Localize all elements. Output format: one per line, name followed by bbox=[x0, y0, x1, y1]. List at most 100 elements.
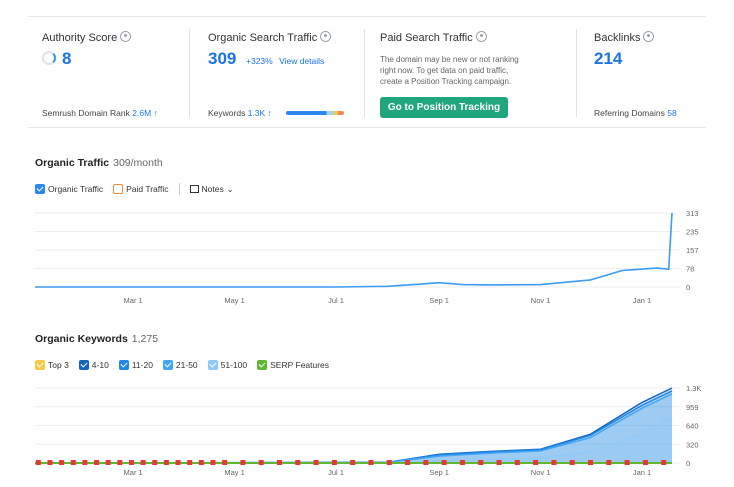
paid-traffic-title: Paid Search Traffic bbox=[380, 31, 487, 44]
event-flag-icon[interactable] bbox=[350, 460, 356, 465]
organic-keywords-section-title: Organic Keywords 1,275 bbox=[35, 333, 159, 345]
event-flag-icon[interactable] bbox=[588, 460, 594, 465]
checkbox-icon[interactable] bbox=[162, 360, 173, 370]
event-flag-icon[interactable] bbox=[569, 460, 575, 465]
event-flag-icon[interactable] bbox=[386, 460, 392, 465]
event-flag-icon[interactable] bbox=[459, 460, 465, 465]
organic-traffic-card: Organic Search Traffic 309 +323% View de… bbox=[208, 17, 368, 129]
divider bbox=[189, 29, 190, 117]
referring-domains-value[interactable]: 58 bbox=[667, 108, 677, 118]
event-flag-icon[interactable] bbox=[496, 460, 502, 465]
x-tick-label: May 1 bbox=[224, 296, 244, 305]
backlinks-value[interactable]: 214 bbox=[594, 49, 623, 68]
series-area-11-20 bbox=[35, 390, 672, 463]
checkbox-icon[interactable] bbox=[35, 360, 45, 370]
legend-top-3[interactable]: Top 3 bbox=[35, 360, 69, 370]
organic-traffic-change: +323% View details bbox=[246, 56, 325, 66]
event-flag-icon[interactable] bbox=[514, 460, 520, 465]
event-flag-icon[interactable] bbox=[82, 460, 88, 465]
event-flag-icon[interactable] bbox=[240, 460, 246, 465]
event-flag-icon[interactable] bbox=[35, 460, 41, 465]
keywords-stat: Keywords 1.3K ↑ bbox=[208, 108, 272, 118]
event-flag-icon[interactable] bbox=[276, 460, 282, 465]
paid-traffic-desc-3: create a Position Tracking campaign. bbox=[380, 77, 512, 86]
series-line-organic-traffic[interactable] bbox=[35, 212, 673, 288]
backlinks-card: Backlinks 214 Referring Domains 58 bbox=[594, 17, 704, 129]
legend-51-100[interactable]: 51-100 bbox=[207, 360, 247, 370]
checkbox-icon[interactable] bbox=[257, 360, 268, 370]
y-tick-label: 78 bbox=[686, 265, 694, 274]
legend-21-50[interactable]: 21-50 bbox=[162, 360, 198, 370]
keywords-legend: Top 3 4-10 11-20 21-50 51-100 SERP Featu… bbox=[35, 360, 339, 370]
checkbox-icon[interactable] bbox=[113, 184, 124, 194]
traffic-legend: Organic Traffic Paid Traffic Notes ⌄ bbox=[35, 183, 243, 195]
paid-traffic-desc-2: right now. To get data on paid traffic, bbox=[380, 66, 509, 75]
organic-traffic-chart: 313 235 157 78 0 Mar 1 May 1 Jul 1 Sep 1 Nov 1 Jan… bbox=[35, 209, 699, 305]
event-flag-icon[interactable] bbox=[163, 460, 169, 465]
notes-dropdown[interactable]: Notes ⌄ bbox=[189, 184, 233, 194]
event-flag-icon[interactable] bbox=[405, 460, 411, 465]
event-flag-icon[interactable] bbox=[313, 460, 319, 465]
info-icon[interactable] bbox=[320, 31, 332, 42]
event-flag-icon[interactable] bbox=[258, 460, 264, 465]
event-flag-icon[interactable] bbox=[441, 460, 447, 465]
info-icon[interactable] bbox=[120, 31, 132, 42]
event-flag-icon[interactable] bbox=[478, 460, 484, 465]
y-tick-label: 0 bbox=[686, 283, 690, 292]
event-flag-icon[interactable] bbox=[661, 460, 667, 465]
event-flag-icon[interactable] bbox=[368, 460, 374, 465]
event-flag-icon[interactable] bbox=[152, 460, 158, 465]
legend-organic-traffic[interactable]: Organic Traffic bbox=[35, 184, 103, 194]
x-tick-label: Mar 1 bbox=[124, 468, 143, 477]
event-flag-icon[interactable] bbox=[551, 460, 557, 465]
referring-domains: Referring Domains 58 bbox=[594, 108, 677, 118]
series-area-21-50 bbox=[35, 393, 672, 463]
event-flag-icon[interactable] bbox=[94, 460, 100, 465]
note-icon bbox=[189, 185, 199, 193]
authority-score-value: 8 bbox=[42, 49, 71, 69]
event-flag-icon[interactable] bbox=[105, 460, 111, 465]
event-flag-icon[interactable] bbox=[198, 460, 204, 465]
y-tick-label: 1.3K bbox=[686, 384, 701, 393]
event-flag-icon[interactable] bbox=[210, 460, 216, 465]
authority-score-title: Authority Score bbox=[42, 31, 132, 44]
keywords-value[interactable]: 1.3K ↑ bbox=[247, 108, 272, 118]
legend-11-20[interactable]: 11-20 bbox=[118, 360, 153, 370]
checkbox-icon[interactable] bbox=[207, 360, 218, 370]
checkbox-icon[interactable] bbox=[35, 184, 45, 194]
series-line-21-50[interactable] bbox=[34, 393, 673, 464]
info-icon[interactable] bbox=[643, 31, 655, 42]
event-flag-icon[interactable] bbox=[59, 460, 65, 465]
backlinks-title: Backlinks bbox=[594, 31, 655, 44]
event-flag-icon[interactable] bbox=[140, 460, 146, 465]
organic-traffic-title: Organic Search Traffic bbox=[208, 31, 332, 44]
checkbox-icon[interactable] bbox=[118, 360, 129, 370]
go-to-position-tracking-button[interactable]: Go to Position Tracking bbox=[380, 97, 508, 118]
view-details-link[interactable]: View details bbox=[279, 56, 325, 66]
event-flag-icon[interactable] bbox=[222, 460, 228, 465]
event-flag-icon[interactable] bbox=[624, 460, 630, 465]
event-flag-icon[interactable] bbox=[606, 460, 612, 465]
event-flag-icon[interactable] bbox=[423, 460, 429, 465]
organic-traffic-value[interactable]: 309 bbox=[208, 49, 237, 68]
x-tick-label: Jan 1 bbox=[633, 468, 651, 477]
event-flag-icon[interactable] bbox=[47, 460, 53, 465]
divider bbox=[178, 183, 180, 195]
info-icon[interactable] bbox=[475, 31, 487, 42]
event-flag-icon[interactable] bbox=[642, 460, 648, 465]
event-flag-icon[interactable] bbox=[187, 460, 193, 465]
legend-serp-features[interactable]: SERP Features bbox=[257, 360, 329, 370]
event-flag-icon[interactable] bbox=[295, 460, 301, 465]
event-flag-icon[interactable] bbox=[117, 460, 123, 465]
event-flag-icon[interactable] bbox=[331, 460, 337, 465]
x-tick-label: Sep 1 bbox=[429, 468, 449, 477]
event-flag-icon[interactable] bbox=[175, 460, 181, 465]
event-flag-icon[interactable] bbox=[533, 460, 539, 465]
event-flag-icon[interactable] bbox=[70, 460, 76, 465]
event-flag-icon[interactable] bbox=[128, 460, 134, 465]
legend-paid-traffic[interactable]: Paid Traffic bbox=[113, 184, 169, 194]
domain-rank-value[interactable]: 2.6M ↑ bbox=[132, 108, 158, 118]
legend-4-10[interactable]: 4-10 bbox=[78, 360, 109, 370]
checkbox-icon[interactable] bbox=[78, 360, 89, 370]
y-tick-label: 320 bbox=[686, 440, 699, 449]
